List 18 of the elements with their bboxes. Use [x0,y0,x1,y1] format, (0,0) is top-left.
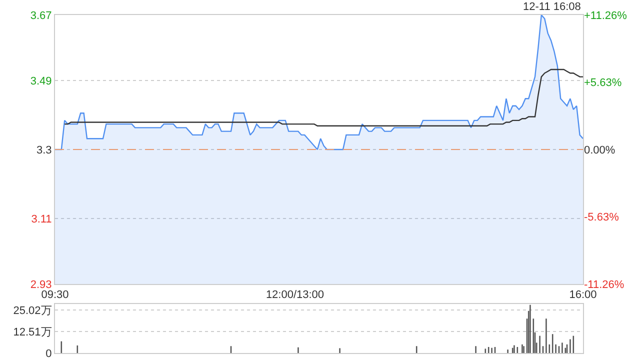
y-tick-label: 3.67 [30,10,52,22]
y2-tick-label: +5.63% [584,77,622,90]
y-tick-label: 3.49 [30,75,52,88]
x-tick-label: 09:30 [41,289,69,302]
x-tick-label: 12:00/13:00 [266,289,324,302]
y2-tick-label: -5.63% [584,212,620,224]
y2-tick-label: 0.00% [584,144,616,156]
y-tick-label: 3.3 [36,144,52,156]
y-tick-label: 12.51万 [13,326,52,338]
y-tick-label: 0 [46,348,52,360]
y-tick-label: 25.02万 [13,304,52,317]
y-tick-label: 3.11 [31,213,52,226]
line-series [64,68,583,126]
x-tick-label: 16:00 [569,289,597,302]
text: 12-11 16:08 [523,1,581,13]
y2-tick-label: +11.26% [584,10,628,22]
y-tick-label: 2.93 [30,278,52,291]
y2-tick-label: -11.26% [584,278,624,291]
